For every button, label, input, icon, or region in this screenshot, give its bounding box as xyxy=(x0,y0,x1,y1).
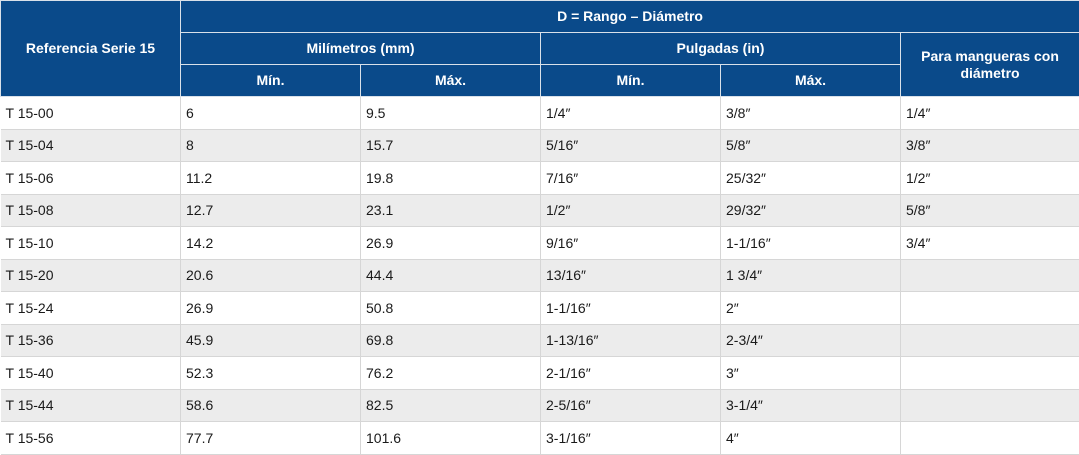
cell-hose xyxy=(901,292,1079,325)
cell-hose: 1/2″ xyxy=(901,162,1079,195)
cell-mm-min: 58.6 xyxy=(181,389,361,422)
cell-in-min: 2-1/16″ xyxy=(541,357,721,390)
cell-reference: T 15-20 xyxy=(1,259,181,292)
cell-mm-min: 77.7 xyxy=(181,422,361,455)
cell-in-min: 9/16″ xyxy=(541,227,721,260)
cell-in-min: 7/16″ xyxy=(541,162,721,195)
cell-in-max: 3-1/4″ xyxy=(721,389,901,422)
table-row: T 15-44 58.6 82.5 2-5/16″ 3-1/4″ xyxy=(1,389,1079,422)
cell-in-max: 29/32″ xyxy=(721,194,901,227)
cell-in-min: 3-1/16″ xyxy=(541,422,721,455)
cell-hose: 3/4″ xyxy=(901,227,1079,260)
cell-in-max: 2-3/4″ xyxy=(721,324,901,357)
cell-in-max: 25/32″ xyxy=(721,162,901,195)
cell-hose xyxy=(901,357,1079,390)
table-row: T 15-04 8 15.7 5/16″ 5/8″ 3/8″ xyxy=(1,129,1079,162)
cell-mm-min: 12.7 xyxy=(181,194,361,227)
table-row: T 15-10 14.2 26.9 9/16″ 1-1/16″ 3/4″ xyxy=(1,227,1079,260)
table-row: T 15-06 11.2 19.8 7/16″ 25/32″ 1/2″ xyxy=(1,162,1079,195)
table-row: T 15-40 52.3 76.2 2-1/16″ 3″ xyxy=(1,357,1079,390)
cell-in-min: 13/16″ xyxy=(541,259,721,292)
table-row: T 15-08 12.7 23.1 1/2″ 29/32″ 5/8″ xyxy=(1,194,1079,227)
cell-reference: T 15-36 xyxy=(1,324,181,357)
cell-mm-min: 45.9 xyxy=(181,324,361,357)
cell-hose xyxy=(901,389,1079,422)
cell-mm-min: 20.6 xyxy=(181,259,361,292)
table-body: T 15-00 6 9.5 1/4″ 3/8″ 1/4″ T 15-04 8 1… xyxy=(1,97,1079,455)
cell-in-min: 1/2″ xyxy=(541,194,721,227)
header-in-min: Mín. xyxy=(541,65,721,97)
cell-hose: 3/8″ xyxy=(901,129,1079,162)
cell-reference: T 15-08 xyxy=(1,194,181,227)
cell-in-max: 3″ xyxy=(721,357,901,390)
header-in-max: Máx. xyxy=(721,65,901,97)
cell-mm-max: 26.9 xyxy=(361,227,541,260)
cell-in-max: 1 3/4″ xyxy=(721,259,901,292)
cell-reference: T 15-44 xyxy=(1,389,181,422)
cell-in-min: 1-13/16″ xyxy=(541,324,721,357)
cell-hose: 1/4″ xyxy=(901,97,1079,130)
cell-in-max: 4″ xyxy=(721,422,901,455)
cell-mm-min: 8 xyxy=(181,129,361,162)
cell-hose xyxy=(901,324,1079,357)
cell-mm-min: 6 xyxy=(181,97,361,130)
table-header: Referencia Serie 15 D = Rango – Diámetro… xyxy=(1,1,1079,97)
header-hose-diameter: Para mangueras con diámetro xyxy=(901,33,1079,97)
cell-mm-min: 14.2 xyxy=(181,227,361,260)
header-reference: Referencia Serie 15 xyxy=(1,1,181,97)
cell-mm-min: 11.2 xyxy=(181,162,361,195)
header-inches: Pulgadas (in) xyxy=(541,33,901,65)
cell-mm-max: 76.2 xyxy=(361,357,541,390)
cell-mm-min: 52.3 xyxy=(181,357,361,390)
cell-mm-max: 44.4 xyxy=(361,259,541,292)
header-mm-max: Máx. xyxy=(361,65,541,97)
cell-in-min: 2-5/16″ xyxy=(541,389,721,422)
cell-reference: T 15-24 xyxy=(1,292,181,325)
cell-mm-max: 19.8 xyxy=(361,162,541,195)
cell-mm-max: 101.6 xyxy=(361,422,541,455)
cell-mm-min: 26.9 xyxy=(181,292,361,325)
header-range: D = Rango – Diámetro xyxy=(181,1,1079,33)
cell-reference: T 15-04 xyxy=(1,129,181,162)
cell-in-min: 1-1/16″ xyxy=(541,292,721,325)
header-mm-min: Mín. xyxy=(181,65,361,97)
cell-in-max: 1-1/16″ xyxy=(721,227,901,260)
cell-mm-max: 9.5 xyxy=(361,97,541,130)
table-row: T 15-20 20.6 44.4 13/16″ 1 3/4″ xyxy=(1,259,1079,292)
cell-reference: T 15-56 xyxy=(1,422,181,455)
cell-hose xyxy=(901,422,1079,455)
cell-in-min: 1/4″ xyxy=(541,97,721,130)
cell-hose xyxy=(901,259,1079,292)
cell-in-min: 5/16″ xyxy=(541,129,721,162)
cell-in-max: 2″ xyxy=(721,292,901,325)
table-row: T 15-00 6 9.5 1/4″ 3/8″ 1/4″ xyxy=(1,97,1079,130)
cell-reference: T 15-00 xyxy=(1,97,181,130)
cell-in-max: 5/8″ xyxy=(721,129,901,162)
table-row: T 15-36 45.9 69.8 1-13/16″ 2-3/4″ xyxy=(1,324,1079,357)
table-row: T 15-24 26.9 50.8 1-1/16″ 2″ xyxy=(1,292,1079,325)
cell-in-max: 3/8″ xyxy=(721,97,901,130)
cell-mm-max: 50.8 xyxy=(361,292,541,325)
cell-reference: T 15-10 xyxy=(1,227,181,260)
header-millimeters: Milímetros (mm) xyxy=(181,33,541,65)
cell-mm-max: 82.5 xyxy=(361,389,541,422)
cell-mm-max: 23.1 xyxy=(361,194,541,227)
cell-mm-max: 69.8 xyxy=(361,324,541,357)
table-row: T 15-56 77.7 101.6 3-1/16″ 4″ xyxy=(1,422,1079,455)
cell-hose: 5/8″ xyxy=(901,194,1079,227)
cell-reference: T 15-40 xyxy=(1,357,181,390)
cell-mm-max: 15.7 xyxy=(361,129,541,162)
cell-reference: T 15-06 xyxy=(1,162,181,195)
